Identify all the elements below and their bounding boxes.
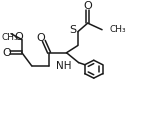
Text: O: O — [36, 33, 45, 43]
Text: O: O — [2, 48, 11, 58]
Text: CH₃: CH₃ — [109, 25, 126, 34]
Text: O: O — [14, 32, 23, 42]
Text: S: S — [69, 25, 77, 35]
Text: NH: NH — [56, 61, 72, 71]
Text: O: O — [83, 1, 92, 11]
Text: CH₃: CH₃ — [1, 33, 18, 42]
